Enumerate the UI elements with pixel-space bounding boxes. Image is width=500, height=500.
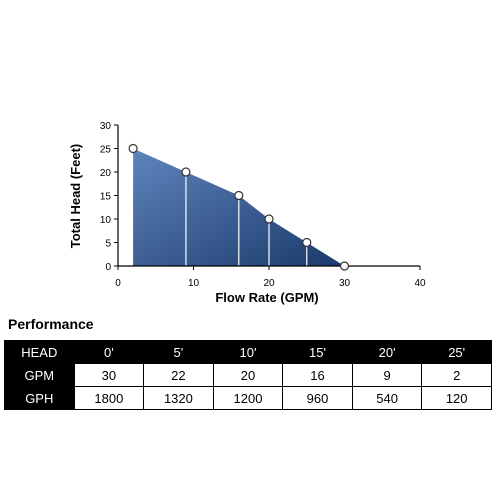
- y-tick-label: 15: [100, 192, 112, 203]
- x-tick-label: 20: [263, 278, 275, 289]
- table-row: GPM 30 22 20 16 9 2: [4, 363, 492, 387]
- data-point: [264, 214, 274, 224]
- performance-title: Performance: [8, 316, 94, 332]
- header-cell: 25': [421, 340, 492, 364]
- row-label: GPM: [4, 363, 75, 387]
- table-cell: 9: [351, 363, 423, 387]
- table-row: GPH 1800 1320 1200 960 540 120: [4, 386, 492, 410]
- y-tick-label: 10: [100, 215, 112, 226]
- data-point: [302, 237, 312, 248]
- table-cell: 1800: [73, 386, 145, 410]
- x-tick-label: 30: [339, 278, 351, 289]
- header-cell: 20': [351, 340, 423, 364]
- table-cell: 16: [282, 363, 353, 387]
- y-tick-label: 0: [105, 262, 111, 273]
- data-point: [128, 143, 138, 154]
- table-cell: 120: [421, 386, 492, 410]
- table-cell: 30: [73, 363, 145, 387]
- y-axis-label: Total Head (Feet): [68, 144, 83, 249]
- table-cell: 20: [212, 363, 284, 387]
- y-tick-label: 20: [100, 168, 112, 179]
- header-cell: HEAD: [4, 340, 75, 364]
- table-cell: 1320: [143, 386, 214, 410]
- data-point: [234, 190, 244, 201]
- header-cell: 5': [143, 340, 214, 364]
- header-cell: 15': [282, 340, 353, 364]
- head-flow-chart: 0 5 10 15 20 25 30 0 10 20 30 40 Flow Rate (GPM) To…: [68, 121, 426, 305]
- y-tick-label: 25: [100, 145, 112, 156]
- data-point: [339, 261, 350, 271]
- table-cell: 960: [282, 386, 353, 410]
- y-tick-label: 5: [105, 239, 111, 250]
- table-cell: 540: [351, 386, 423, 410]
- table-cell: 22: [143, 363, 214, 387]
- header-cell: 10': [212, 340, 284, 364]
- x-tick-label: 10: [188, 278, 200, 289]
- data-point: [181, 167, 191, 177]
- x-axis-label: Flow Rate (GPM): [215, 290, 318, 305]
- header-cell: 0': [73, 340, 145, 364]
- table-header-row: HEAD 0' 5' 10' 15' 20' 25': [4, 340, 492, 364]
- y-tick-label: 30: [100, 121, 112, 132]
- x-tick-label: 0: [115, 278, 121, 289]
- row-label: GPH: [4, 386, 75, 410]
- table-cell: 2: [421, 363, 492, 387]
- table-cell: 1200: [212, 386, 284, 410]
- performance-table: HEAD 0' 5' 10' 15' 20' 25' GPM 30 22 20 …: [4, 340, 492, 410]
- x-tick-label: 40: [414, 278, 426, 289]
